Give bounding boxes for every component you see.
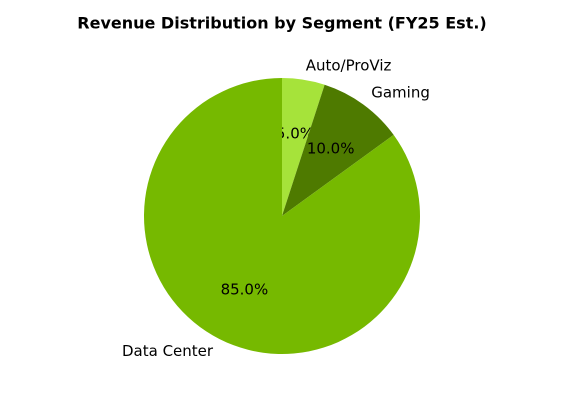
value-label: 5.0% — [276, 125, 314, 143]
value-label: 85.0% — [221, 280, 269, 298]
chart-title: Revenue Distribution by Segment (FY25 Es… — [77, 14, 486, 33]
slice-label: Auto/ProViz — [306, 57, 392, 75]
slice-label: Data Center — [122, 342, 214, 360]
pie-slice — [282, 84, 394, 216]
slice-label: Gaming — [371, 84, 430, 102]
value-label: 10.0% — [307, 140, 355, 158]
pie-slice — [282, 78, 325, 216]
pie-slice — [144, 78, 421, 354]
